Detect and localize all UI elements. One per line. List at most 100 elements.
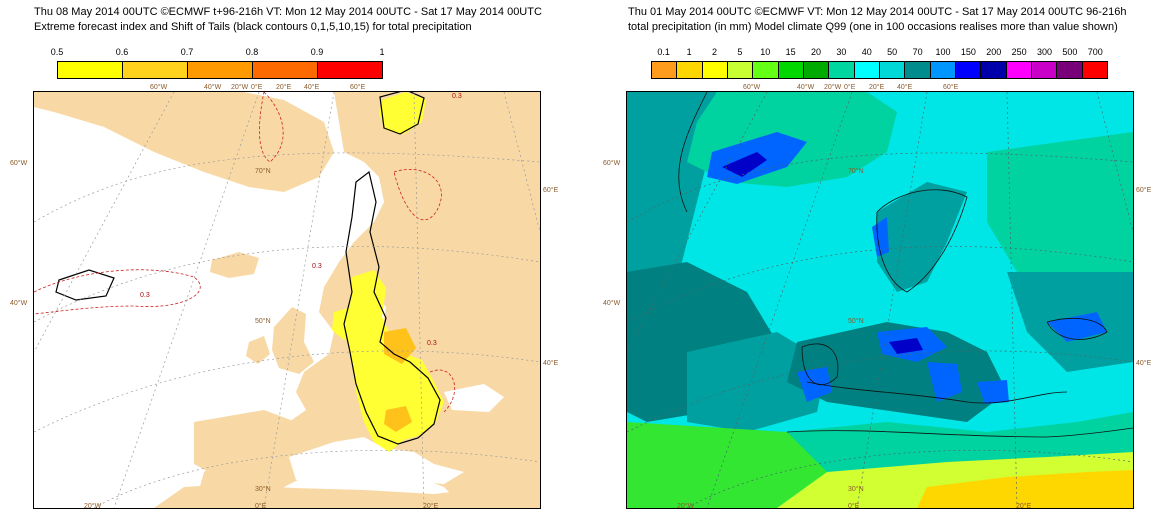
colorbar-swatch bbox=[652, 62, 678, 78]
climate-lat-tick-right: 40°E bbox=[1136, 360, 1152, 367]
climate-lat-tick: 60°W bbox=[603, 160, 621, 167]
colorbar-label: 50 bbox=[887, 47, 898, 57]
sahara-orange bbox=[917, 470, 1133, 508]
efi-lon-tick: 20°W bbox=[231, 84, 249, 91]
climate-lat-inner: 50°N bbox=[848, 318, 864, 325]
scandinavia-region bbox=[877, 182, 967, 292]
colorbar-label: 10 bbox=[760, 47, 771, 57]
colorbar-label: 500 bbox=[1062, 47, 1078, 57]
colorbar-label: 0.8 bbox=[245, 47, 259, 57]
efi-contour-south bbox=[429, 369, 456, 413]
ireland-landmass bbox=[246, 336, 270, 364]
efi-lon-tick-bottom: 20°E bbox=[423, 503, 439, 510]
efi-lon-tick: 0°E bbox=[251, 84, 263, 91]
colorbar-swatch bbox=[955, 62, 982, 78]
colorbar-label: 70 bbox=[912, 47, 923, 57]
black-sea bbox=[444, 384, 504, 412]
efi-lon-tick-bottom: 0°E bbox=[255, 503, 267, 510]
colorbar-swatch bbox=[1082, 62, 1107, 78]
greenland-landmass bbox=[34, 92, 334, 192]
climate-lon-tick-bottom: 20°E bbox=[1016, 503, 1032, 510]
sot-contour-north bbox=[379, 92, 425, 135]
colorbar-label: 0.9 bbox=[310, 47, 324, 57]
colorbar-swatch bbox=[123, 62, 188, 78]
climate-lon-tick: 40°E bbox=[897, 84, 913, 91]
north-africa-landmass bbox=[154, 482, 540, 508]
colorbar-label: 0.7 bbox=[180, 47, 194, 57]
colorbar-swatch bbox=[1006, 62, 1032, 78]
colorbar-label: 1 bbox=[686, 47, 692, 57]
colorbar-swatch bbox=[753, 62, 779, 78]
efi-lat-inner: 70°N bbox=[255, 168, 271, 175]
british-isles-landmass bbox=[272, 307, 314, 374]
efi-lon-tick: 60°W bbox=[150, 84, 168, 91]
sot-contour-main bbox=[343, 170, 441, 445]
colorbar-swatch bbox=[803, 62, 830, 78]
colorbar-swatch bbox=[318, 62, 382, 78]
efi-lat-tick-right: 60°E bbox=[543, 187, 559, 194]
climate-map[interactable] bbox=[626, 91, 1134, 509]
efi-lon-tick: 40°E bbox=[304, 84, 320, 91]
colorbar-swatch bbox=[58, 62, 123, 78]
iberia-blue bbox=[797, 367, 832, 402]
climate-title-line1: Thu 01 May 2014 00UTC ©ECMWF VT: Mon 12 … bbox=[628, 6, 1127, 18]
efi-contour-label: 0.3 bbox=[312, 263, 322, 270]
greenland-deep-blue bbox=[722, 152, 767, 177]
atlantic-mid-region bbox=[687, 332, 827, 432]
colorbar-label: 250 bbox=[1011, 47, 1027, 57]
alps-deep-blue bbox=[889, 338, 923, 354]
climate-lon-tick: 0°E bbox=[844, 84, 856, 91]
mediterranean-sea bbox=[289, 437, 464, 484]
colorbar-swatch bbox=[981, 62, 1007, 78]
efi-lon-tick: 20°E bbox=[276, 84, 292, 91]
north-africa-bright bbox=[627, 422, 827, 508]
colorbar-label: 40 bbox=[861, 47, 872, 57]
efi-strong-patch-2 bbox=[384, 406, 412, 432]
colorbar-label: 20 bbox=[811, 47, 822, 57]
efi-lon-tick: 40°W bbox=[204, 84, 222, 91]
climate-lat-tick: 40°W bbox=[603, 300, 621, 307]
efi-contour-atlantic bbox=[34, 269, 201, 315]
efi-lat-tick-right: 40°E bbox=[543, 360, 559, 367]
iberia-landmass bbox=[194, 410, 296, 480]
efi-title-line2: Extreme forecast index and Shift of Tail… bbox=[34, 21, 472, 33]
climate-lon-tick: 20°W bbox=[824, 84, 842, 91]
efi-region-main bbox=[346, 270, 444, 452]
colorbar-swatch bbox=[1031, 62, 1058, 78]
efi-map[interactable] bbox=[33, 91, 541, 509]
climate-lat-tick-right: 60°E bbox=[1136, 187, 1152, 194]
colorbar-swatch bbox=[727, 62, 754, 78]
iceland-landmass bbox=[210, 252, 259, 278]
colorbar-swatch bbox=[854, 62, 880, 78]
colorbar-label: 2 bbox=[711, 47, 717, 57]
norway-blue bbox=[872, 217, 889, 257]
efi-lat-inner: 30°N bbox=[255, 486, 271, 493]
colorbar-label: 30 bbox=[836, 47, 847, 57]
climate-lat-inner: 30°N bbox=[848, 486, 864, 493]
efi-title-line1: Thu 08 May 2014 00UTC ©ECMWF t+96-216h V… bbox=[34, 6, 542, 18]
efi-panel: Thu 08 May 2014 00UTC ©ECMWF t+96-216h V… bbox=[10, 6, 559, 510]
colorbar-swatch bbox=[702, 62, 728, 78]
climate-lon-tick: 20°E bbox=[869, 84, 885, 91]
climate-lon-tick: 60°W bbox=[743, 84, 761, 91]
climate-lat-inner: 70°N bbox=[848, 168, 864, 175]
europe-dark-region bbox=[787, 322, 1007, 422]
efi-colorbar bbox=[57, 61, 383, 79]
climate-lon-tick: 40°W bbox=[797, 84, 815, 91]
efi-lon-tick: 60°E bbox=[350, 84, 366, 91]
colorbar-label: 1 bbox=[379, 47, 385, 57]
colorbar-label: 150 bbox=[960, 47, 976, 57]
colorbar-label: 0.6 bbox=[115, 47, 129, 57]
climate-title-line2: total precipitation (in mm) Model climat… bbox=[628, 21, 1118, 33]
black-sea-blue bbox=[1047, 312, 1107, 342]
climate-colorbar bbox=[651, 61, 1108, 79]
efi-lat-tick: 60°W bbox=[10, 160, 28, 167]
colorbar-swatch bbox=[188, 62, 253, 78]
colorbar-swatch bbox=[253, 62, 318, 78]
colorbar-label: 100 bbox=[935, 47, 951, 57]
colorbar-label: 200 bbox=[986, 47, 1002, 57]
efi-contour-label: 0.3 bbox=[427, 340, 437, 347]
colorbar-swatch bbox=[1057, 62, 1083, 78]
colorbar-label: 700 bbox=[1087, 47, 1103, 57]
climate-lon-tick-bottom: 20°W bbox=[677, 503, 695, 510]
